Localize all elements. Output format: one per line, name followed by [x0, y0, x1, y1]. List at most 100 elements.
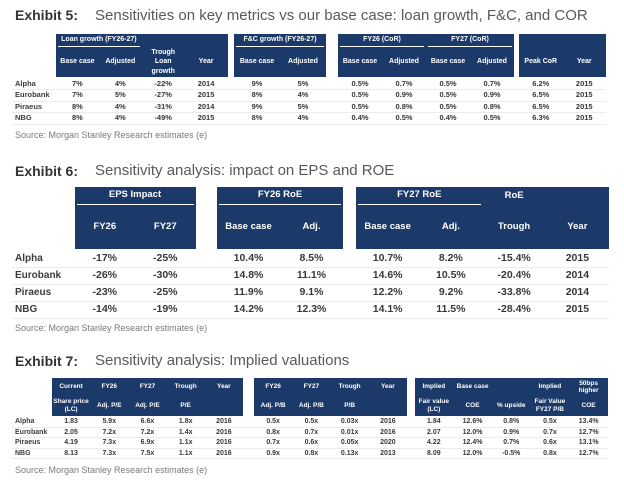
column-header: Base case [364, 221, 411, 232]
data-cell: 2015 [565, 252, 590, 264]
data-cell: 2015 [565, 303, 590, 315]
data-cell: 2015 [575, 78, 593, 88]
header-span-cell: FY26 [254, 378, 292, 396]
data-cell: 12.4% [462, 439, 483, 447]
data-cell: 7.2x [102, 428, 117, 436]
data-cell: 7% [72, 78, 83, 88]
data-cell: 6.5% [532, 90, 550, 100]
data-cell: 0.7% [483, 78, 501, 88]
row-label: NBG [15, 303, 38, 315]
column-header: Year [198, 58, 214, 66]
data-cell: 2014 [565, 269, 590, 281]
column-header: COE [581, 402, 596, 409]
header-column-row: Base case Adj. [217, 205, 343, 249]
data-cell: 0.01x [340, 428, 359, 436]
data-cell: 0.6x [304, 439, 319, 447]
row-label: Eurobank [15, 90, 50, 100]
header-span-label: Trough [338, 383, 361, 391]
row-separator [12, 317, 609, 319]
data-cell: 4% [114, 113, 126, 123]
header-column-row: Fair value (LC) COE % upside Fair Value FY2… [415, 396, 609, 416]
table-header-block: FY26 FY27 Trough Year Adj. P/B Adj. P/B P/B [254, 378, 407, 416]
column-header: Trough [498, 221, 531, 232]
data-cell: 12.0% [462, 428, 483, 436]
header-span-row: Current FY26 FY27 Trough Year [52, 378, 243, 396]
header-span-cell: Loan growth (FY26-27) [56, 34, 142, 47]
data-cell: -17% [92, 252, 117, 264]
data-cell: 14.8% [233, 269, 264, 281]
data-cell: 8% [251, 90, 263, 100]
data-cell: 0.9% [483, 90, 501, 100]
header-span-cell: Implied [531, 378, 570, 396]
data-cell: 2016 [380, 428, 396, 436]
exhibit-6-title: Sensitivity analysis: impact on EPS and … [95, 162, 395, 179]
data-cell: 0.5% [351, 101, 369, 111]
data-cell: 4% [114, 101, 126, 111]
header-span-label: FY26 (CoR) [340, 34, 424, 47]
header-span-row [519, 34, 606, 47]
data-cell: 8.5% [299, 252, 324, 264]
header-span-cell: Year [369, 378, 407, 396]
data-cell: 0.8x [543, 449, 557, 457]
column-header: Adjusted [288, 58, 318, 66]
column-header: Adj. P/B [260, 402, 286, 409]
column-header: Year [567, 221, 588, 232]
header-span-row: FY27 RoE RoE [356, 187, 609, 205]
header-span-label: Loan growth (FY26-27) [58, 34, 140, 47]
data-cell: 4% [114, 78, 126, 88]
column-header: Base case [342, 58, 378, 66]
row-separator [12, 100, 606, 102]
data-cell: 13.1% [578, 439, 599, 447]
data-cell: 2014 [197, 101, 215, 111]
data-cell: 10.7% [372, 252, 403, 264]
data-cell: 0.8% [503, 418, 520, 426]
column-header: Adj. [302, 221, 321, 232]
header-span-label: Trough [174, 383, 197, 391]
data-cell: 8.13 [64, 449, 78, 457]
data-cell: -15.4% [497, 252, 531, 264]
data-cell: 2015 [197, 90, 215, 100]
header-span-row: FY26 FY27 Trough Year [254, 378, 407, 396]
table-header-block: FY26 RoE Base case Adj. [217, 187, 343, 249]
header-span-label: RoE [504, 190, 524, 201]
data-cell: 14.1% [372, 303, 403, 315]
header-span-cell: RoE [483, 187, 546, 205]
header-span-label: Base case [456, 383, 489, 391]
data-cell: 1.1x [178, 439, 193, 447]
data-cell: 2020 [380, 439, 396, 447]
header-column-row: Base case Adjusted [234, 47, 326, 77]
column-header: Base case [239, 58, 275, 66]
column-header: Peak CoR [524, 58, 558, 66]
header-span-label: FY27 (CoR) [428, 34, 512, 47]
header-column-row: Peak CoR Year [519, 47, 606, 77]
column-header: P/B [344, 402, 356, 409]
data-cell: 8% [72, 101, 83, 111]
row-separator [12, 300, 609, 302]
header-span-label: FY27 RoE [358, 187, 481, 205]
data-cell: 2015 [197, 113, 215, 123]
data-cell: 8% [251, 113, 263, 123]
data-cell: 0.7x [304, 428, 319, 436]
data-cell: 9% [251, 78, 263, 88]
data-cell: 7.3x [102, 439, 117, 447]
header-span-label: FY26 RoE [219, 187, 341, 205]
data-cell: 11.1% [296, 269, 327, 281]
row-label: Piraeus [15, 101, 43, 111]
data-cell: -25% [152, 252, 178, 264]
data-cell: 11.5% [436, 303, 466, 315]
data-cell: -23% [92, 286, 117, 298]
data-cell: 5% [114, 90, 126, 100]
table-header-block: Loan growth (FY26-27) Base case Adjusted Tr… [56, 34, 228, 77]
data-cell: 5% [297, 101, 309, 111]
data-cell: 6.3% [532, 113, 550, 123]
header-span-row: Implied Base case Implied 50bps higher [415, 378, 609, 396]
data-cell: 0.5% [439, 90, 457, 100]
column-header: % upside [496, 402, 526, 409]
data-cell: 7% [72, 90, 83, 100]
column-header: Adj. P/E [97, 402, 122, 409]
table-body-block: 1.84 12.6% 0.8% 0.5x 13.4% 2.07 12.0% 0.9% 0.7x 1… [415, 416, 609, 458]
header-span-row: F&C growth (FY26-27) [234, 34, 326, 47]
data-cell: 1.8x [178, 418, 193, 426]
data-cell: 0.7x [266, 439, 280, 447]
header-span-label: FY27 [303, 383, 320, 391]
